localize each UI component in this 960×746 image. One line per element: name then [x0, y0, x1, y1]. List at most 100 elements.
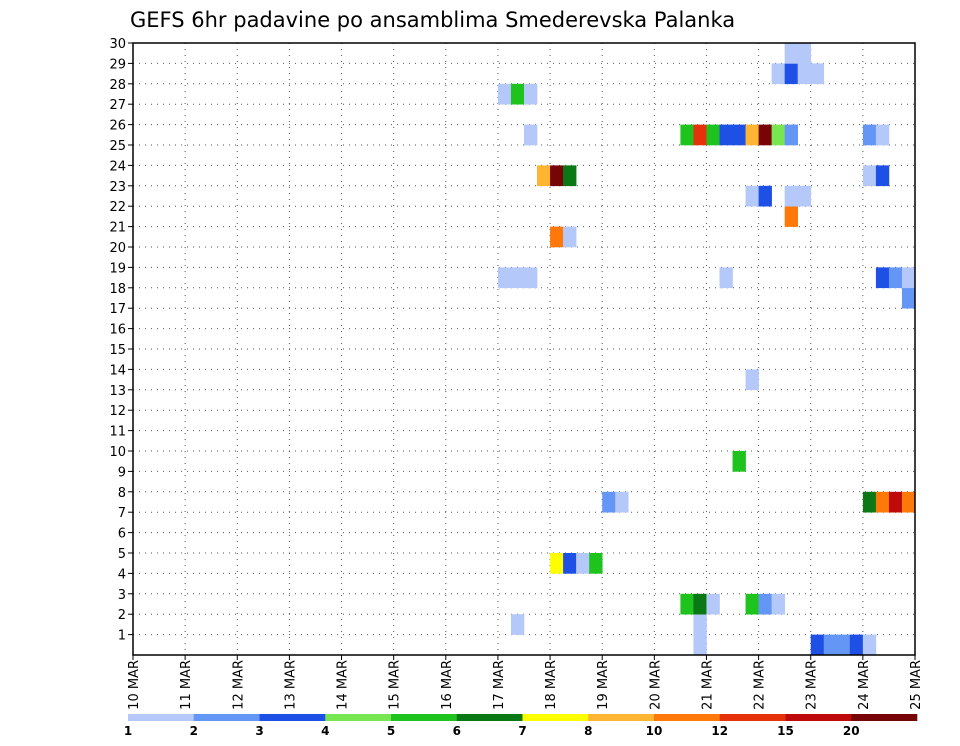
colorbar: 1 2 3 4 5 6 7 8 10 12 15 20: [124, 714, 918, 738]
x-tick-label: 23 MAR: [805, 660, 820, 710]
colorbar-label: 4: [321, 724, 329, 738]
heatmap-cell: [510, 614, 525, 635]
heatmap-cell: [771, 63, 785, 85]
heatmap-cell: [524, 267, 538, 289]
heatmap-cell: [706, 593, 720, 615]
colorbar-label: 7: [518, 724, 526, 738]
heatmap-cell: [758, 124, 772, 146]
y-tick-label: 21: [109, 221, 126, 236]
heatmap-cell: [784, 43, 798, 64]
heatmap-cell: [784, 206, 798, 227]
heatmap-cell: [693, 593, 707, 615]
x-tick-label: 18 MAR: [544, 660, 559, 710]
colorbar-label: 12: [711, 724, 728, 738]
y-tick-label: 29: [109, 57, 126, 72]
y-tick-label: 12: [109, 404, 126, 419]
heatmap-cell: [862, 165, 877, 187]
colorbar-label: 8: [584, 724, 592, 738]
heatmap-cells: [497, 43, 916, 656]
y-tick-label: 8: [118, 486, 126, 501]
x-tick-label: 24 MAR: [857, 660, 872, 710]
y-tick-label: 28: [109, 78, 126, 93]
heatmap-cell: [510, 83, 525, 105]
chart-title: GEFS 6hr padavine po ansamblima Smederev…: [130, 8, 735, 32]
colorbar-label: 15: [777, 724, 794, 738]
y-tick-label: 14: [109, 363, 126, 378]
heatmap-cell: [836, 634, 851, 656]
heatmap-cell: [849, 634, 864, 656]
colorbar-label: 1: [124, 724, 132, 738]
heatmap-cell: [797, 185, 812, 207]
x-axis: 10 MAR 11 MAR 12 MAR 13 MAR 14 MAR 15 MAR 16 M…: [127, 655, 924, 710]
colorbar-swatch: [128, 714, 195, 721]
y-tick-label: 23: [109, 180, 126, 195]
y-tick-label: 27: [109, 98, 126, 113]
y-tick-label: 26: [109, 119, 126, 134]
y-tick-label: 5: [118, 547, 126, 562]
heatmap-cell: [875, 491, 890, 513]
colorbar-swatch: [851, 714, 918, 721]
heatmap-cell: [602, 491, 616, 513]
x-tick-label: 20 MAR: [648, 660, 663, 710]
x-tick-label: 16 MAR: [440, 660, 455, 710]
y-tick-label: 25: [109, 139, 126, 154]
x-tick-label: 25 MAR: [909, 660, 924, 710]
colorbar-swatch: [588, 714, 655, 721]
y-tick-label: 24: [109, 159, 126, 174]
heatmap-cell: [550, 553, 564, 574]
heatmap-cell: [537, 165, 551, 187]
y-tick-label: 2: [118, 608, 126, 623]
heatmap-cell: [589, 553, 603, 574]
y-tick-label: 9: [118, 465, 126, 480]
x-tick-label: 11 MAR: [179, 660, 194, 710]
heatmap-cell: [862, 634, 877, 656]
heatmap-cell: [563, 165, 577, 187]
y-tick-label: 6: [118, 527, 126, 542]
heatmap-cell: [797, 63, 812, 85]
y-tick-label: 19: [109, 261, 126, 276]
x-tick-label: 10 MAR: [127, 660, 142, 710]
heatmap-cell: [706, 124, 720, 146]
heatmap-cell: [784, 185, 798, 207]
y-axis: 1234567891011121314151617181920212223242…: [109, 37, 133, 644]
y-tick-label: 1: [118, 629, 126, 644]
heatmap-cell: [745, 185, 759, 207]
y-tick-label: 20: [109, 241, 126, 256]
heatmap-cell: [680, 124, 694, 146]
heatmap-cell: [823, 634, 838, 656]
x-tick-label: 21 MAR: [700, 660, 715, 710]
heatmap-cell: [810, 634, 825, 656]
colorbar-swatch: [259, 714, 326, 721]
heatmap-cell: [784, 63, 798, 85]
heatmap-cell: [524, 124, 538, 146]
colorbar-swatch: [391, 714, 458, 721]
heatmap-cell: [875, 165, 890, 187]
heatmap-cell: [524, 83, 538, 105]
heatmap-cell: [784, 124, 798, 146]
heatmap-cell: [550, 165, 564, 187]
x-tick-label: 19 MAR: [596, 660, 611, 710]
heatmap-cell: [875, 124, 890, 146]
x-tick-label: 22 MAR: [753, 660, 768, 710]
heatmap-cell: [758, 185, 772, 207]
heatmap-cell: [732, 124, 746, 146]
y-tick-label: 13: [109, 384, 126, 399]
colorbar-label: 5: [387, 724, 395, 738]
y-tick-label: 18: [109, 282, 126, 297]
heatmap-cell: [901, 491, 916, 513]
y-tick-label: 16: [109, 323, 126, 338]
heatmap-cell: [693, 614, 707, 635]
heatmap-cell: [510, 267, 525, 289]
heatmap-cell: [563, 553, 577, 574]
heatmap-cell: [745, 369, 759, 391]
x-tick-label: 13 MAR: [283, 660, 298, 710]
x-tick-label: 12 MAR: [231, 660, 246, 710]
y-tick-label: 3: [118, 588, 126, 603]
colorbar-label: 6: [453, 724, 461, 738]
heatmap-cell: [862, 491, 877, 513]
colorbar-label: 20: [843, 724, 860, 738]
colorbar-swatch: [785, 714, 852, 721]
heatmap-cell: [680, 593, 694, 615]
